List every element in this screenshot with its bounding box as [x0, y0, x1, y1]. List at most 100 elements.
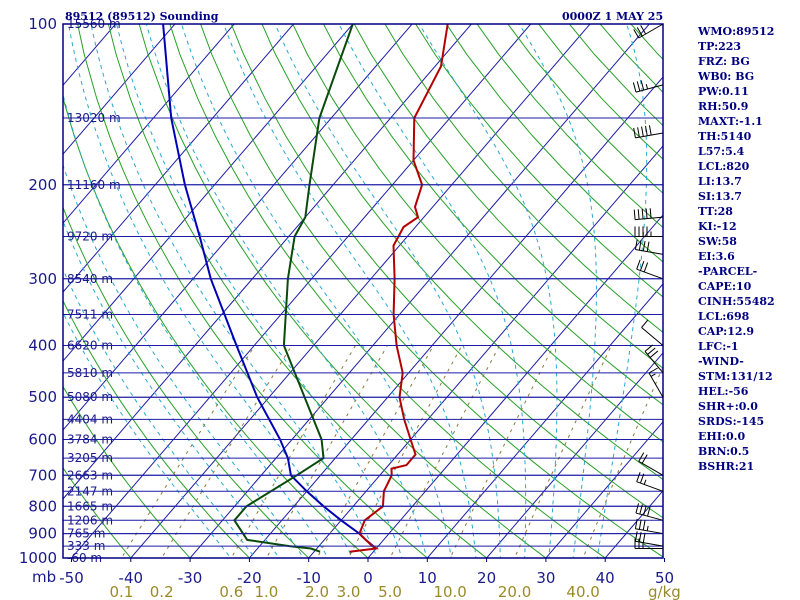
- index-line: LI:13.7: [698, 175, 742, 188]
- isotherm-line: [63, 24, 413, 431]
- mixing-ratio-line: [449, 345, 555, 558]
- index-line: KI:-12: [698, 220, 737, 233]
- index-line: -PARCEL-: [698, 265, 758, 278]
- pressure-tick-label: 100: [28, 15, 57, 33]
- height-label: 1665 m: [67, 499, 113, 513]
- mixing-ratio-label: 2.0: [305, 583, 329, 600]
- index-line: WMO:89512: [698, 25, 775, 38]
- pressure-tick-label: 300: [28, 270, 57, 288]
- index-line: EHI:0.0: [698, 430, 746, 443]
- height-label: 1206 m: [67, 513, 113, 527]
- index-line: CAP:12.9: [698, 325, 755, 338]
- pressure-tick-label: 500: [28, 388, 57, 406]
- isotherm-line: [63, 24, 354, 362]
- parcel-trace: [162, 24, 377, 550]
- index-line: MAXT:-1.1: [698, 115, 763, 128]
- height-label: 2147 m: [67, 484, 113, 498]
- isotherm-line: [70, 24, 532, 558]
- isotherm-line: [63, 24, 176, 155]
- temperature-tick-label: 50: [655, 569, 674, 587]
- pressure-tick-label: 1000: [19, 549, 57, 567]
- mixing-ratio-label: 5.0: [378, 583, 402, 600]
- height-label: 765 m: [67, 527, 105, 541]
- index-line: FRZ: BG: [698, 55, 750, 68]
- mixing-ratio-line: [230, 345, 356, 558]
- temperature-tick-label: 10: [418, 569, 437, 587]
- height-label: 333 m: [67, 539, 105, 553]
- temperature-tick-label: 0: [363, 569, 373, 587]
- pressure-tick-label: 800: [28, 497, 57, 515]
- plot-area: [0, 0, 663, 569]
- moist-adiabat-line: [63, 92, 329, 558]
- mixing-ratio-line: [161, 345, 293, 558]
- moist-adiabat-line: [418, 24, 558, 558]
- wind-barb: [636, 259, 664, 280]
- wind-barb: [634, 226, 663, 237]
- isotherm-line: [189, 24, 650, 558]
- temperature-tick-label: 40: [596, 569, 615, 587]
- isotherm-line: [0, 0, 18, 569]
- mixing-ratio-label: 0.1: [110, 583, 134, 600]
- pressure-tick-label: 600: [28, 431, 57, 449]
- wind-barb: [633, 23, 664, 39]
- mixing-ratio-label: 10.0: [433, 583, 466, 600]
- wind-barb: [638, 452, 664, 476]
- index-line: EI:3.6: [698, 250, 735, 263]
- index-line: LCL:820: [698, 160, 750, 173]
- temperature-tick-label: -30: [178, 569, 203, 587]
- chart-time: 0000Z 1 MAY 25: [562, 10, 664, 23]
- wind-barb: [632, 80, 664, 93]
- dry-adiabat-line: [63, 205, 310, 558]
- index-line: LCL:698: [698, 310, 750, 323]
- dry-adiabat-line: [63, 299, 251, 558]
- mixing-ratio-label: 3.0: [337, 583, 361, 600]
- height-label: 4404 m: [67, 412, 113, 426]
- temperature-trace: [349, 24, 449, 553]
- pressure-tick-label: 900: [28, 525, 57, 543]
- index-line: -WIND-: [698, 355, 744, 368]
- temperature-tick-label: -20: [237, 569, 262, 587]
- wind-barb: [634, 531, 664, 547]
- index-line: RH:50.9: [698, 100, 749, 113]
- index-line: BRN:0.5: [698, 445, 750, 458]
- height-label: 9720 m: [67, 229, 113, 243]
- moist-adiabat-line: [596, 24, 648, 558]
- moist-adiabat-line: [338, 24, 527, 558]
- mixing-ratio-line: [265, 345, 388, 558]
- height-label: 3205 m: [67, 451, 113, 465]
- wind-barb: [635, 503, 664, 521]
- isotherm-line: [63, 24, 473, 500]
- mixing-ratio-label: 0.2: [150, 583, 174, 600]
- index-line: HEL:-56: [698, 385, 749, 398]
- moist-adiabat-line: [63, 220, 280, 558]
- height-label: 2663 m: [67, 468, 113, 482]
- moist-adiabat-line: [145, 24, 428, 558]
- pressure-tick-label: 200: [28, 176, 57, 194]
- mixing-ratio-label: 1.0: [254, 583, 278, 600]
- pressure-unit-label: mb: [32, 568, 56, 586]
- height-label: 6620 m: [67, 339, 113, 353]
- height-label: 5810 m: [67, 366, 113, 380]
- dry-adiabat-line: [107, 24, 488, 558]
- mixing-ratio-line: [582, 365, 663, 558]
- index-line: SHR+:0.0: [698, 400, 758, 413]
- index-line: TP:223: [698, 40, 742, 53]
- index-line: BSHR:21: [698, 460, 755, 473]
- isotherm-line: [308, 145, 663, 558]
- index-line: WB0: BG: [698, 70, 755, 83]
- pressure-tick-label: 700: [28, 466, 57, 484]
- plot-frame: [62, 23, 664, 559]
- isotherm-line: [130, 24, 591, 558]
- chart-title: 89512 (89512) Sounding: [65, 10, 219, 23]
- temperature-tick-label: -40: [119, 569, 144, 587]
- wind-barb: [636, 472, 664, 492]
- wind-barb: [634, 518, 664, 535]
- isotherm-line: [545, 421, 663, 558]
- dry-adiabat-line: [63, 466, 132, 558]
- mixing-ratio-unit-label: g/kg: [648, 583, 681, 600]
- isotherm-line: [248, 76, 663, 558]
- height-label: 7511 m: [67, 308, 113, 322]
- index-line: PW:0.11: [698, 85, 749, 98]
